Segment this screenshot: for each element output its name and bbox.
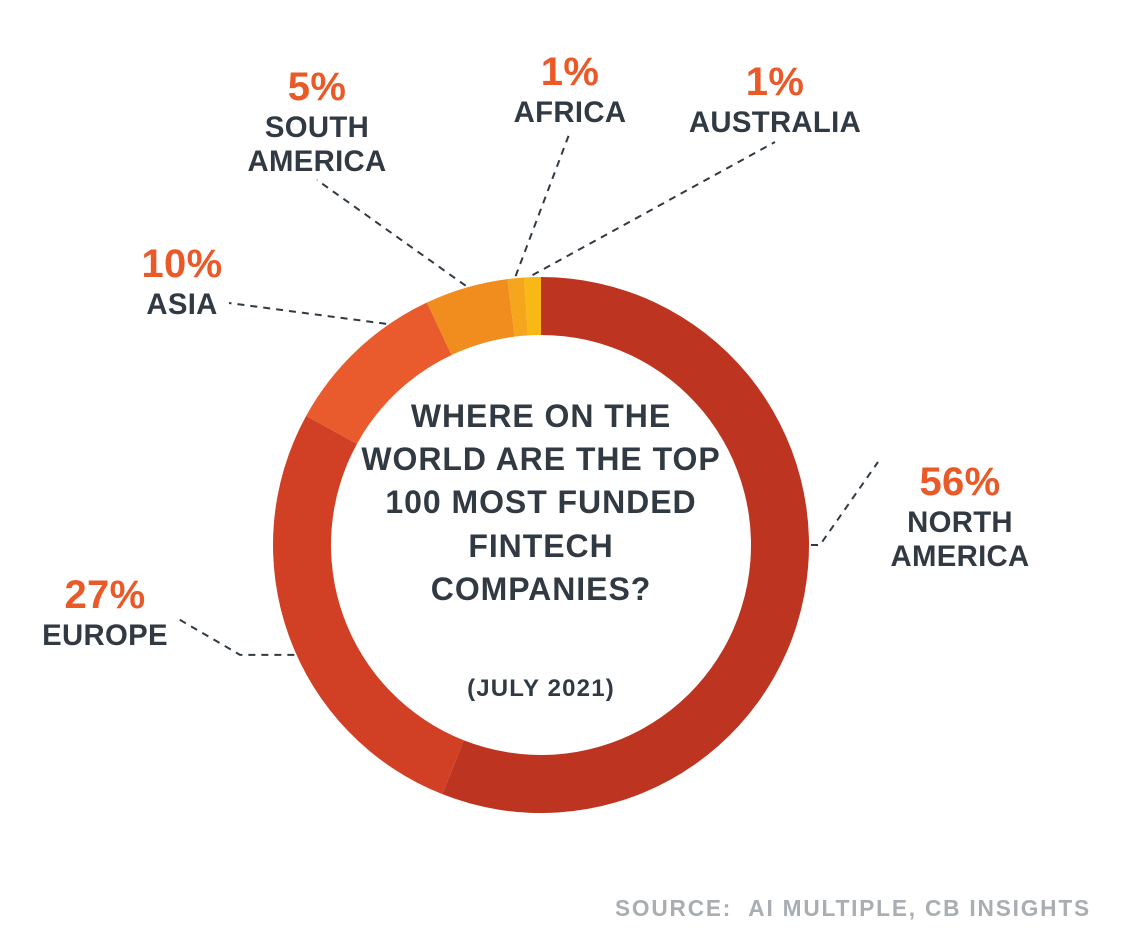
source-text: AI MULTIPLE, CB INSIGHTS [748,895,1091,921]
label-asia: ASIA [62,288,302,322]
label-australia: AUSTRALIA [655,106,895,140]
leader-line [317,180,466,286]
pct-north-america: 56% [840,460,1080,506]
leader-line [533,142,775,275]
center-title: WHERE ON THE WORLD ARE THE TOP 100 MOST … [356,395,726,611]
pct-south-america: 5% [197,65,437,111]
pct-australia: 1% [655,60,895,106]
callout-africa: 1% AFRICA [450,50,690,130]
callout-australia: 1% AUSTRALIA [655,60,895,140]
pct-asia: 10% [62,242,302,288]
leader-line [516,132,570,276]
callout-asia: 10% ASIA [62,242,302,322]
donut-chart: WHERE ON THE WORLD ARE THE TOP 100 MOST … [0,0,1127,940]
source-label: SOURCE: [615,895,732,921]
label-south-america: SOUTHAMERICA [197,111,437,178]
callout-south-america: 5% SOUTHAMERICA [197,65,437,178]
pct-africa: 1% [450,50,690,96]
pct-europe: 27% [0,573,225,619]
center-subtitle: (JULY 2021) [371,675,711,703]
label-africa: AFRICA [450,96,690,130]
label-europe: EUROPE [0,619,225,653]
callout-europe: 27% EUROPE [0,573,225,653]
callout-north-america: 56% NORTHAMERICA [840,460,1080,573]
source-line: SOURCE: AI MULTIPLE, CB INSIGHTS [615,895,1091,922]
label-north-america: NORTHAMERICA [840,506,1080,573]
